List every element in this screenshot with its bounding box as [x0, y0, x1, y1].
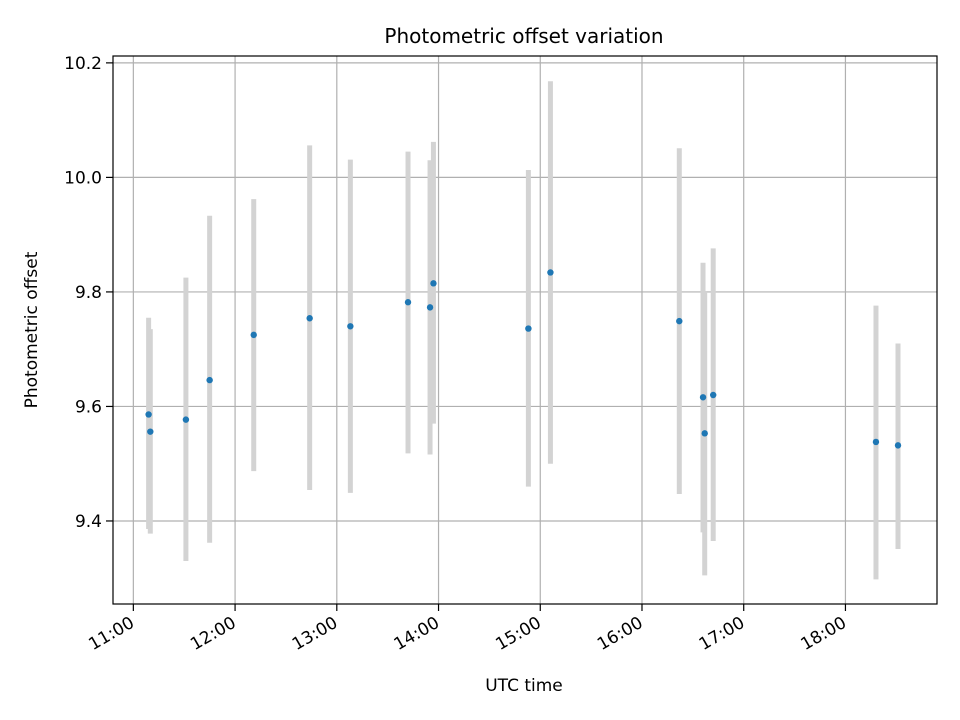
data-point: [182, 416, 190, 423]
x-tick-label: 16:00: [594, 613, 646, 655]
data-point: [145, 411, 152, 418]
x-tick-label: 18:00: [798, 613, 850, 655]
data-points: [145, 269, 902, 449]
data-point: [206, 376, 213, 384]
x-axis-ticks: 11:00 12:00 13:00 14:00 15:00 16:00 17:00 18:00: [85, 604, 850, 655]
data-point: [426, 304, 434, 311]
errorbars: [146, 81, 901, 580]
chart-title: Photometric offset variation: [384, 24, 663, 48]
data-point: [699, 394, 707, 401]
data-point: [306, 315, 313, 322]
x-axis-label: UTC time: [485, 676, 563, 696]
data-point: [430, 280, 437, 287]
y-tick-label: 9.6: [75, 397, 102, 417]
data-point: [547, 269, 554, 276]
data-point: [404, 299, 412, 306]
y-axis-label: Photometric offset: [22, 251, 42, 408]
x-tick-label: 13:00: [289, 613, 341, 655]
y-axis-ticks: 9.4 9.6 9.8 10.0 10.2: [64, 54, 113, 532]
data-point: [347, 323, 354, 330]
data-point: [872, 438, 880, 446]
data-point: [709, 391, 717, 399]
data-point: [525, 325, 532, 332]
y-tick-label: 10.0: [64, 168, 102, 188]
data-point: [676, 317, 683, 325]
data-point: [701, 430, 708, 437]
data-point: [147, 428, 154, 435]
data-point: [894, 442, 902, 449]
data-point: [250, 331, 257, 339]
y-tick-label: 9.4: [75, 512, 102, 532]
y-tick-label: 9.8: [75, 283, 102, 303]
x-tick-label: 14:00: [391, 613, 443, 655]
y-tick-label: 10.2: [64, 54, 102, 74]
plot-frame: [112, 55, 938, 605]
x-tick-label: 11:00: [85, 613, 137, 655]
x-tick-label: 12:00: [187, 613, 239, 655]
x-tick-label: 15:00: [492, 613, 544, 655]
grid: [113, 56, 937, 604]
x-tick-label: 17:00: [696, 613, 748, 655]
